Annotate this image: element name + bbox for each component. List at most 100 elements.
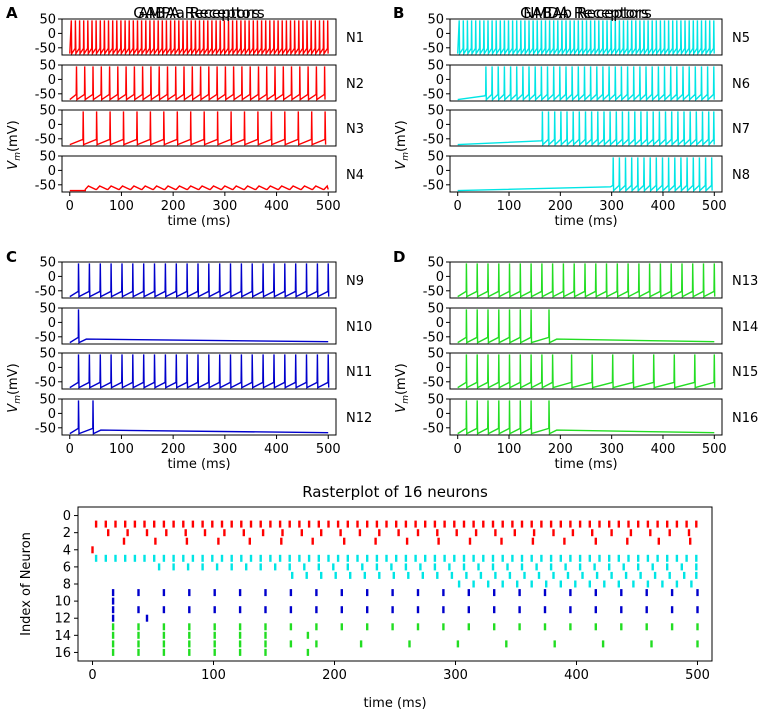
- y-tick-label: -50: [35, 41, 56, 56]
- x-tick-label: 300: [212, 442, 237, 457]
- spike-mark: [622, 563, 625, 571]
- spike-mark: [137, 648, 140, 656]
- spike-mark: [327, 520, 330, 528]
- spike-mark: [137, 631, 140, 639]
- spike-mark: [646, 580, 650, 588]
- trace-row: 500-50 N15: [423, 347, 759, 391]
- neuron-label: N12: [346, 411, 372, 426]
- y-tick-label: -50: [423, 87, 444, 102]
- spike-mark: [416, 529, 420, 537]
- spike-mark: [269, 554, 272, 562]
- x-tick-label: 500: [685, 668, 710, 683]
- spike-mark: [549, 520, 553, 528]
- spike-mark: [238, 623, 242, 631]
- spike-mark: [453, 554, 456, 562]
- spike-mark: [569, 520, 572, 528]
- voltage-trace: [457, 400, 715, 435]
- spike-mark: [482, 520, 485, 528]
- spike-mark: [346, 563, 349, 571]
- x-tick-label: 400: [651, 442, 676, 457]
- spike-mark: [468, 537, 472, 545]
- y-tick-label: 12: [54, 612, 71, 627]
- y-axis-label: Vm(mV): [394, 120, 411, 169]
- spike-mark: [523, 571, 526, 579]
- spike-mark: [320, 571, 323, 579]
- spike-mark: [240, 520, 243, 528]
- panel-a: A AMPA Receptors500-50N1500-50N2500-50N35…: [6, 4, 364, 229]
- spike-mark: [462, 554, 466, 562]
- spike-mark: [675, 554, 679, 562]
- spike-mark: [245, 563, 248, 571]
- spike-mark: [530, 554, 533, 562]
- voltage-trace: [457, 309, 715, 344]
- spike-mark: [465, 571, 468, 579]
- spike-mark: [162, 623, 166, 631]
- neuron-label: N13: [732, 274, 758, 289]
- spike-mark: [581, 571, 584, 579]
- spike-mark: [617, 580, 620, 588]
- spike-mark: [184, 529, 187, 537]
- spike-mark: [264, 606, 267, 614]
- spike-mark: [685, 520, 688, 528]
- y-tick-label: 50: [427, 13, 444, 28]
- spike-mark: [397, 529, 400, 537]
- spike-mark: [288, 554, 291, 562]
- x-tick-label: 0: [454, 442, 462, 457]
- spike-mark: [188, 623, 191, 631]
- spike-mark: [513, 529, 516, 537]
- y-tick-label: -50: [35, 375, 56, 390]
- spike-mark: [543, 623, 547, 631]
- spike-mark: [416, 589, 420, 597]
- spike-mark: [695, 571, 698, 579]
- spike-mark: [650, 640, 653, 648]
- raster-panel: Rasterplot of 16 neurons 0 2 4 6 8 10 12 14 16 0 10…: [19, 483, 713, 711]
- spike-mark: [549, 554, 553, 562]
- spike-mark: [211, 554, 214, 562]
- spike-mark: [661, 580, 664, 588]
- spike-mark: [289, 589, 293, 597]
- spike-mark: [375, 554, 379, 562]
- spike-mark: [695, 563, 698, 571]
- y-axis-label: Vm(mV): [6, 120, 23, 169]
- spike-mark: [111, 589, 115, 597]
- spike-mark: [493, 606, 496, 614]
- spike-mark: [238, 589, 242, 597]
- spike-mark: [474, 529, 478, 537]
- spike-mark: [327, 554, 330, 562]
- trace-row: 500-50 N2: [35, 59, 364, 103]
- spike-mark: [549, 563, 553, 571]
- spike-mark: [491, 563, 495, 571]
- axes-frame: [449, 398, 723, 436]
- spike-mark: [455, 529, 458, 537]
- spike-mark: [162, 606, 166, 614]
- x-tick-label: 0: [88, 668, 96, 683]
- spike-mark: [448, 563, 451, 571]
- neuron-label: N10: [346, 320, 372, 335]
- spike-mark: [680, 563, 683, 571]
- spike-mark: [315, 589, 318, 597]
- spike-mark: [238, 631, 242, 639]
- spike-mark: [220, 554, 224, 562]
- spike-mark: [153, 520, 156, 528]
- y-tick-label: 0: [48, 73, 56, 88]
- spike-mark: [675, 580, 679, 588]
- panel-label: B: [393, 4, 404, 22]
- spike-mark: [569, 606, 572, 614]
- spike-mark: [281, 529, 284, 537]
- spike-mark: [378, 571, 381, 579]
- neuron-label: N8: [732, 168, 750, 183]
- x-tick-label: 500: [316, 442, 341, 457]
- trace-row: 500-50 N13: [423, 256, 759, 300]
- spike-mark: [249, 520, 253, 528]
- spike-mark: [670, 623, 674, 631]
- spike-mark: [306, 631, 310, 639]
- spike-mark: [143, 520, 146, 528]
- spike-mark: [114, 520, 117, 528]
- spike-mark: [346, 554, 349, 562]
- spike-mark: [639, 571, 642, 579]
- spike-mark: [646, 554, 650, 562]
- y-tick-label: 10: [54, 595, 71, 610]
- spike-mark: [378, 529, 381, 537]
